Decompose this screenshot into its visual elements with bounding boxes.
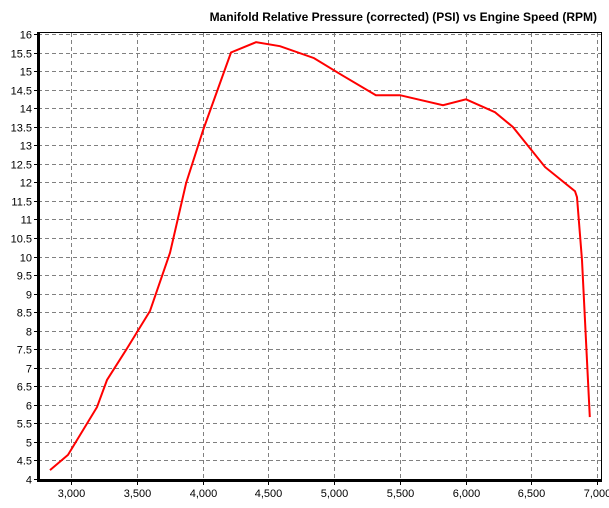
- y-tick-label: 15.5: [11, 49, 32, 61]
- y-tick-label: 15: [20, 67, 32, 79]
- y-tick-label: 16: [20, 30, 32, 42]
- y-tick-label: 6: [26, 401, 32, 413]
- y-tick-label: 5: [26, 438, 32, 450]
- y-tick-label: 5.5: [17, 419, 32, 431]
- y-tick-label: 9.5: [17, 271, 32, 283]
- x-tick-label: 4,000: [190, 488, 218, 500]
- grid-lines: [38, 33, 601, 479]
- x-tick-label: 6,000: [453, 488, 481, 500]
- y-tick-label: 7.5: [17, 345, 32, 357]
- plot-frame: [38, 32, 602, 480]
- pressure-line: [49, 41, 591, 471]
- x-tick-label: 3,500: [124, 488, 152, 500]
- x-tick-label: 5,500: [387, 488, 415, 500]
- y-tick-label: 12: [20, 178, 32, 190]
- y-tick-label: 6.5: [17, 382, 32, 394]
- x-axis-ticks: 3,000 3,500 4,000 4,500 5,000 5,500 6,000 6,500…: [45, 479, 609, 500]
- y-tick-label: 12.5: [11, 160, 32, 172]
- y-tick-label: 10: [20, 253, 32, 265]
- x-tick-label: 4,500: [255, 488, 283, 500]
- x-tick-label: 3,000: [58, 488, 86, 500]
- y-tick-label: 9: [26, 290, 32, 302]
- y-tick-label: 10.5: [11, 234, 32, 246]
- y-tick-label: 11.5: [11, 197, 32, 209]
- y-tick-label: 8: [26, 327, 32, 339]
- y-axis-ticks: 4 4.5 5 5.5 6 6.5 7 7.5 8 8.5 9 9.5 10 10.5 11 11.5 12 12…: [11, 30, 38, 487]
- y-tick-label: 13: [20, 141, 32, 153]
- y-tick-label: 8.5: [17, 308, 32, 320]
- y-tick-label: 13.5: [11, 123, 32, 135]
- y-tick-label: 11: [21, 215, 32, 227]
- y-tick-label: 4: [26, 475, 32, 487]
- y-tick-label: 7: [26, 364, 32, 376]
- y-tick-label: 4.5: [17, 456, 32, 468]
- x-tick-label: 7,000: [584, 488, 609, 500]
- y-tick-label: 14: [20, 104, 32, 116]
- y-tick-label: 14.5: [11, 86, 32, 98]
- chart-title: Manifold Relative Pressure (corrected) (…: [209, 10, 597, 24]
- x-tick-label: 6,500: [518, 488, 546, 500]
- x-tick-label: 5,000: [321, 488, 349, 500]
